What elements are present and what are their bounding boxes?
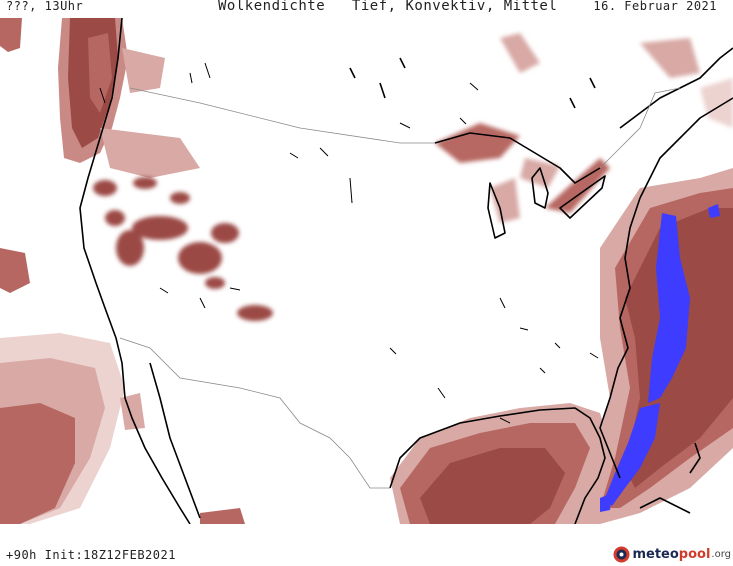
- brand-text-domain: .org: [711, 548, 731, 560]
- cloud-field-northeast: [500, 33, 733, 128]
- coastlines: [79, 18, 733, 524]
- cloud-field-pacific-southwest: [0, 248, 245, 524]
- cloud-field-pacific-northwest: [0, 18, 200, 178]
- brand-text-pool: pool: [678, 546, 711, 562]
- map-canvas: [0, 18, 733, 524]
- convective-band: [600, 204, 720, 512]
- map-title: Wolkendichte Tief, Konvektiv, Mittel: [218, 0, 558, 14]
- init-time-label: +90h Init:18Z12FEB2021: [6, 548, 176, 562]
- cloud-field-great-lakes: [435, 123, 610, 223]
- country-borders: [119, 87, 681, 489]
- forecast-date: 16. Februar 2021: [593, 0, 717, 13]
- brand-text-meteo: meteo: [632, 546, 679, 562]
- cloud-field-western-interior: [93, 177, 273, 321]
- forecast-time-label: ???, 13Uhr: [6, 0, 84, 13]
- footer-bar: +90h Init:18Z12FEB2021 meteo pool .org: [0, 524, 733, 566]
- brand-logo[interactable]: meteo pool .org: [613, 545, 731, 563]
- inland-water-features: [99, 62, 599, 424]
- cloud-field-gulf: [390, 403, 610, 524]
- cloud-density-map: [0, 18, 733, 524]
- meteopool-logo-icon: [613, 546, 630, 562]
- header-bar: ???, 13Uhr Wolkendichte Tief, Konvektiv,…: [0, 0, 733, 18]
